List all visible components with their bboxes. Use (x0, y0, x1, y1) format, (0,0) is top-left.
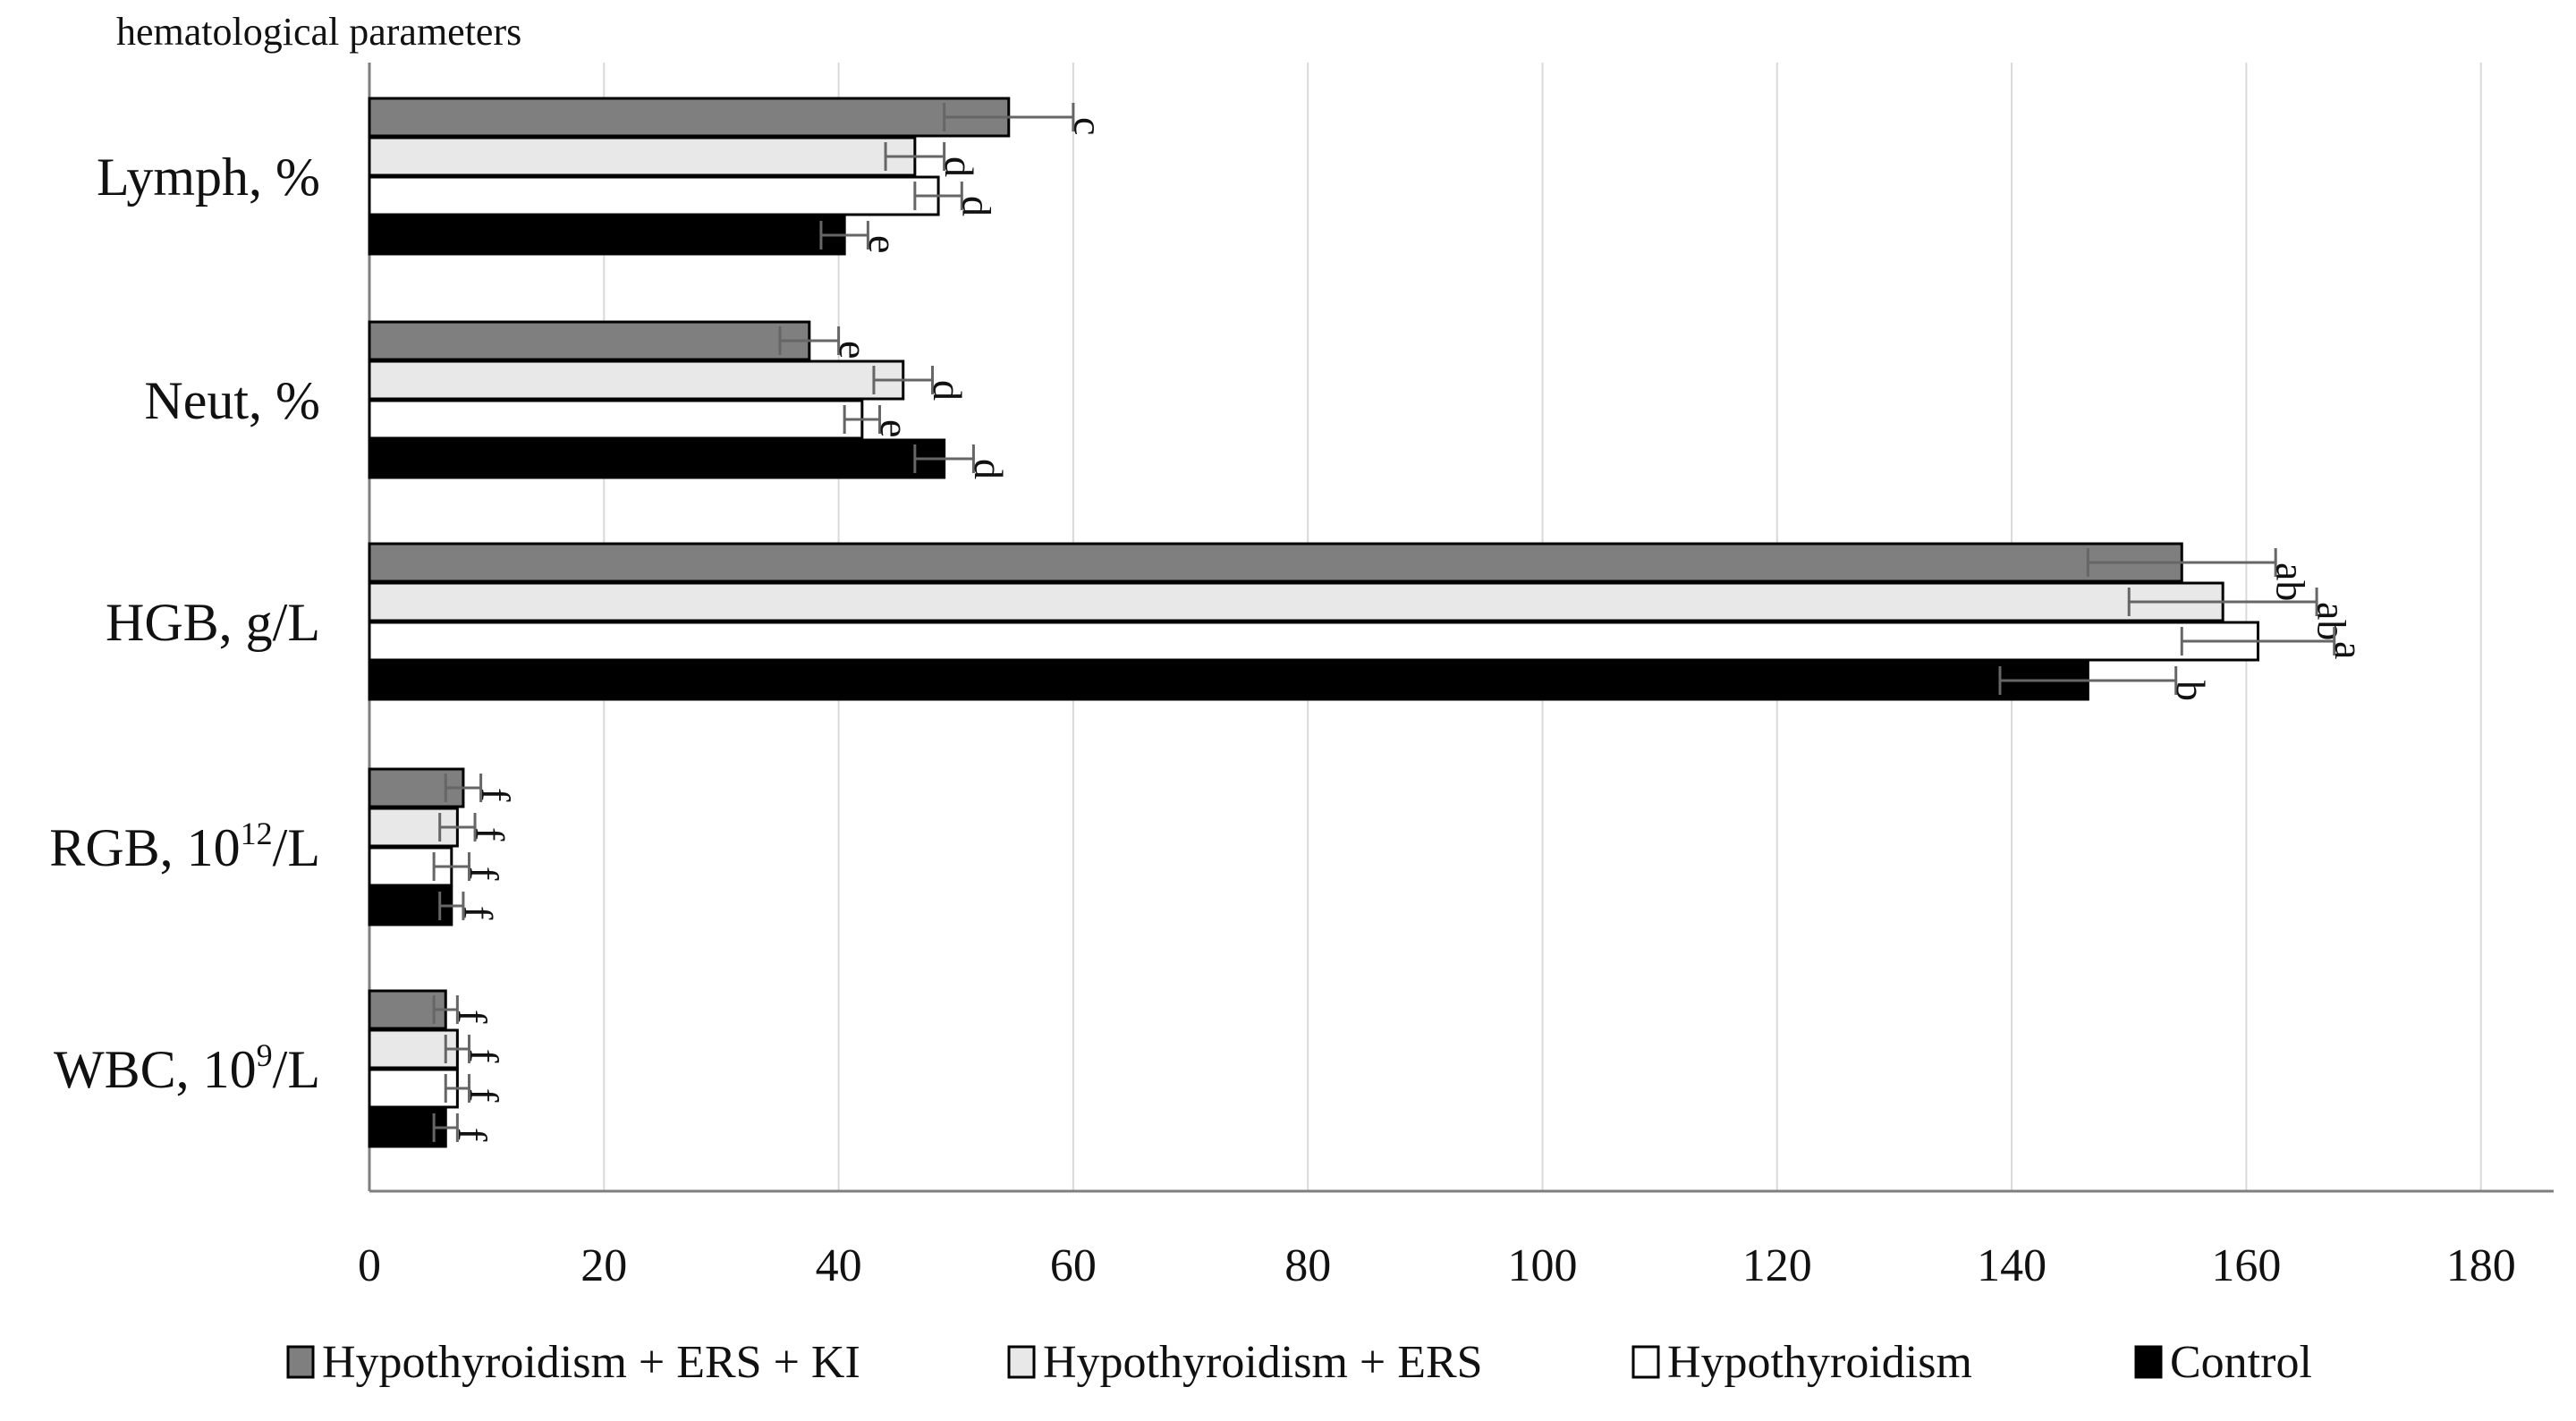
significance-letter-s0-c3: f (473, 788, 519, 802)
x-tick-label-20: 20 (580, 1240, 627, 1291)
bar-s1-c4 (368, 1028, 459, 1070)
significance-letter-s2-c2: a (2326, 641, 2372, 659)
category-label-2: HGB, g/L (106, 593, 320, 652)
bar-s2-c2 (368, 621, 2260, 662)
bar-s2-c4 (368, 1068, 459, 1109)
significance-letter-s2-c1: e (872, 419, 918, 437)
significance-letter-s3-c1: d (966, 459, 1012, 479)
legend-swatch-0 (286, 1345, 315, 1379)
category-label-0: Lymph, % (97, 148, 320, 207)
bar-s0-c1 (368, 320, 811, 361)
bar-s1-c0 (368, 136, 917, 177)
bar-s1-c2 (368, 581, 2224, 622)
bar-s2-c1 (368, 399, 864, 440)
significance-letter-s2-c0: d (954, 196, 1000, 216)
significance-letter-s1-c2: ab (2309, 602, 2355, 640)
bar-s3-c1 (368, 438, 946, 479)
legend-swatch-1 (1007, 1345, 1036, 1379)
significance-letter-s3-c0: e (860, 235, 906, 253)
significance-letter-s2-c3: f (462, 867, 507, 881)
bar-s3-c0 (368, 215, 846, 256)
significance-letter-s0-c1: e (831, 341, 877, 359)
significance-letter-s0-c4: f (450, 1010, 496, 1024)
significance-letter-s1-c4: f (462, 1049, 507, 1063)
significance-letter-s0-c0: c (1065, 117, 1111, 135)
category-label-1: Neut, % (144, 371, 320, 430)
legend-label-1: Hypothyroidism + ERS (1043, 1337, 1483, 1388)
bar-s3-c2 (368, 660, 2089, 701)
significance-letter-s0-c2: ab (2268, 562, 2314, 601)
bar-s0-c0 (368, 97, 1011, 138)
significance-letter-s1-c1: d (925, 380, 970, 401)
legend-label-2: Hypothyroidism (1667, 1337, 1972, 1388)
significance-letter-s2-c4: f (462, 1088, 507, 1103)
legend-label-3: Control (2170, 1337, 2312, 1388)
x-tick-label-0: 0 (358, 1240, 381, 1291)
x-tick-label-180: 180 (2446, 1240, 2516, 1291)
significance-letter-s3-c4: f (450, 1128, 496, 1142)
significance-letter-s1-c3: f (467, 827, 513, 842)
legend-swatch-3 (2134, 1345, 2163, 1379)
x-tick-label-140: 140 (1977, 1240, 2046, 1291)
significance-letter-s1-c0: d (936, 156, 982, 177)
chart-corner-label: hematological parameters (116, 10, 522, 54)
bar-s0-c2 (368, 542, 2183, 583)
x-tick-label-60: 60 (1050, 1240, 1097, 1291)
significance-letter-s3-c2: b (2168, 681, 2214, 701)
category-label-4: WBC, 109/L (54, 1037, 320, 1099)
x-tick-label-120: 120 (1742, 1240, 1812, 1291)
category-label-3: RGB, 1012/L (49, 816, 320, 877)
x-tick-label-80: 80 (1284, 1240, 1331, 1291)
legend-label-0: Hypothyroidism + ERS + KI (322, 1337, 860, 1388)
x-tick-label-160: 160 (2211, 1240, 2281, 1291)
x-tick-label-40: 40 (816, 1240, 862, 1291)
legend-swatch-2 (1631, 1345, 1660, 1379)
bar-s2-c0 (368, 175, 940, 216)
significance-letter-s3-c3: f (455, 906, 501, 920)
x-tick-label-100: 100 (1508, 1240, 1578, 1291)
bar-s1-c1 (368, 359, 905, 401)
